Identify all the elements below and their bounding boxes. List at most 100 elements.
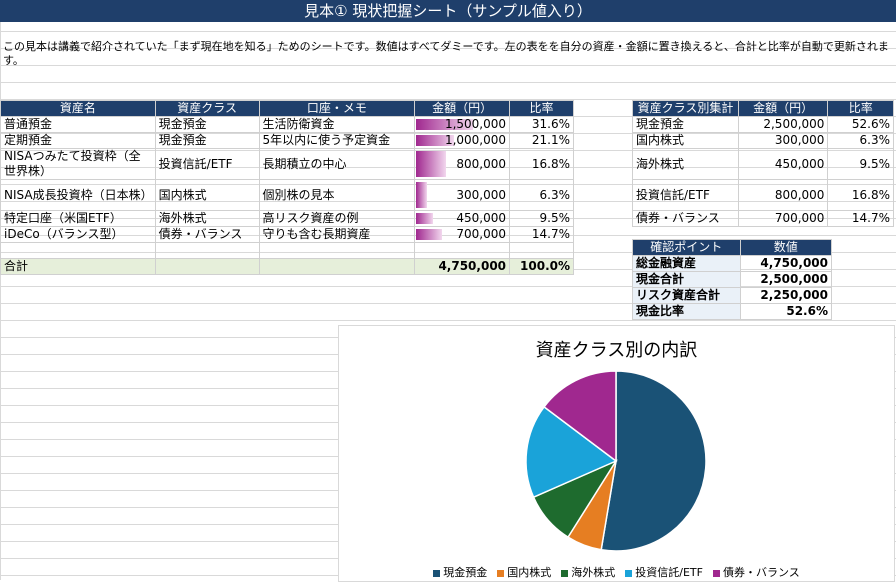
amount-value: 450,000 (456, 211, 507, 225)
asset-class-cell[interactable]: 債券・バランス (154, 226, 260, 243)
amount-data-bar (416, 182, 428, 208)
asset-name-cell[interactable]: 定期預金 (0, 132, 156, 149)
legend-swatch (561, 569, 569, 577)
ratio-cell[interactable]: 31.6% (509, 116, 574, 133)
class-name-cell[interactable]: 海外株式 (632, 148, 739, 180)
cell[interactable] (154, 242, 260, 259)
table-row: 海外株式 450,000 9.5% (632, 148, 894, 180)
legend-swatch (625, 569, 633, 577)
asset-table: 資産名 資産クラス 口座・メモ 金額（円） 比率 普通預金 現金預金 生活防衛資金 1… (0, 100, 574, 275)
amount-cell[interactable]: 450,000 (414, 210, 511, 227)
total-amount[interactable]: 4,750,000 (414, 258, 511, 275)
header-class-ratio: 比率 (827, 100, 894, 117)
class-amount-cell[interactable]: 800,000 (737, 179, 829, 211)
legend-swatch (712, 569, 720, 577)
class-ratio-cell[interactable]: 52.6% (827, 116, 894, 133)
amount-cell[interactable]: 800,000 (414, 148, 511, 180)
asset-table-header: 資産名 資産クラス 口座・メモ 金額（円） 比率 (0, 100, 574, 117)
amount-value: 1,500,000 (444, 117, 507, 131)
check-value-cell[interactable]: 2,250,000 (739, 287, 833, 304)
legend-item[interactable]: 投資信託/ETF (625, 564, 703, 580)
class-amount-cell[interactable]: 700,000 (737, 210, 829, 227)
cell[interactable] (0, 242, 156, 259)
cell[interactable] (154, 258, 260, 275)
legend-swatch (433, 569, 441, 577)
amount-value: 700,000 (456, 227, 507, 241)
check-value-cell[interactable]: 2,500,000 (739, 271, 833, 288)
asset-class-cell[interactable]: 国内株式 (154, 179, 260, 211)
check-label-cell[interactable]: 総金融資産 (632, 255, 741, 272)
class-amount-cell[interactable]: 2,500,000 (737, 116, 829, 133)
header-ratio: 比率 (509, 100, 574, 117)
cell[interactable] (258, 258, 416, 275)
cell[interactable] (414, 242, 511, 259)
memo-cell[interactable]: 長期積立の中心 (258, 148, 416, 180)
ratio-cell[interactable]: 21.1% (509, 132, 574, 149)
cell[interactable] (258, 242, 416, 259)
legend-swatch (497, 569, 505, 577)
chart-legend: 現金預金 国内株式 海外株式 投資信託/ETF 債券・バランス (339, 564, 894, 580)
legend-item[interactable]: 国内株式 (497, 564, 551, 580)
legend-item[interactable]: 現金預金 (433, 564, 487, 580)
legend-label: 債券・バランス (722, 566, 800, 579)
asset-class-cell[interactable]: 海外株式 (154, 210, 260, 227)
pie-chart-panel[interactable]: 資産クラス別の内訳 現金預金 国内株式 海外株式 投資信託/ETF 債券・バランス (338, 325, 895, 582)
check-value-cell[interactable]: 52.6% (739, 303, 833, 320)
memo-cell[interactable]: 高リスク資産の例 (258, 210, 416, 227)
ratio-cell[interactable]: 16.8% (509, 148, 574, 180)
class-ratio-cell[interactable]: 6.3% (827, 132, 894, 149)
class-name-cell[interactable]: 投資信託/ETF (632, 179, 739, 211)
ratio-cell[interactable]: 9.5% (509, 210, 574, 227)
amount-cell[interactable]: 300,000 (414, 179, 511, 211)
asset-name-cell[interactable]: NISAつみたて投資枠（全世界株） (0, 148, 156, 180)
check-value-cell[interactable]: 4,750,000 (739, 255, 833, 272)
memo-cell[interactable]: 守りも含む長期資産 (258, 226, 416, 243)
check-label-cell[interactable]: 現金比率 (632, 303, 741, 320)
class-name-cell[interactable]: 国内株式 (632, 132, 739, 149)
header-class-amount: 金額（円） (737, 100, 829, 117)
amount-cell[interactable]: 1,500,000 (414, 116, 511, 133)
total-label[interactable]: 合計 (0, 258, 156, 275)
table-row: 債券・バランス 700,000 14.7% (632, 210, 894, 227)
amount-data-bar (416, 151, 447, 177)
pie-slice-4[interactable] (543, 370, 617, 463)
ratio-cell[interactable]: 6.3% (509, 179, 574, 211)
memo-cell[interactable]: 生活防衛資金 (258, 116, 416, 133)
class-amount-cell[interactable]: 450,000 (737, 148, 829, 180)
class-ratio-cell[interactable]: 16.8% (827, 179, 894, 211)
class-name-cell[interactable]: 債券・バランス (632, 210, 739, 227)
legend-item[interactable]: 債券・バランス (712, 564, 800, 580)
memo-cell[interactable]: 5年以内に使う予定資金 (258, 132, 416, 149)
amount-data-bar (416, 119, 473, 130)
amount-value: 1,000,000 (444, 133, 507, 147)
asset-name-cell[interactable]: iDeCo（バランス型） (0, 226, 156, 243)
legend-label: 現金預金 (443, 566, 488, 579)
asset-class-cell[interactable]: 現金預金 (154, 116, 260, 133)
table-row: 現金比率 52.6% (632, 303, 833, 320)
check-label-cell[interactable]: 現金合計 (632, 271, 741, 288)
ratio-cell[interactable]: 14.7% (509, 226, 574, 243)
check-label-cell[interactable]: リスク資産合計 (632, 287, 741, 304)
class-summary-table: 資産クラス別集計 金額（円） 比率 現金預金 2,500,000 52.6% 国内株式… (632, 100, 894, 227)
class-amount-cell[interactable]: 300,000 (737, 132, 829, 149)
class-ratio-cell[interactable]: 9.5% (827, 148, 894, 180)
asset-name-cell[interactable]: NISA成長投資枠（日本株） (0, 179, 156, 211)
header-asset-class: 資産クラス (154, 100, 260, 117)
header-asset-name: 資産名 (0, 100, 156, 117)
asset-class-cell[interactable]: 現金預金 (154, 132, 260, 149)
amount-cell[interactable]: 1,000,000 (414, 132, 511, 149)
class-name-cell[interactable]: 現金預金 (632, 116, 739, 133)
cell[interactable] (509, 242, 574, 259)
amount-value: 300,000 (456, 187, 507, 202)
pie-slice-3[interactable] (525, 405, 618, 499)
table-row: 定期預金 現金預金 5年以内に使う予定資金 1,000,000 21.1% (0, 132, 574, 149)
amount-cell[interactable]: 700,000 (414, 226, 511, 243)
class-ratio-cell[interactable]: 14.7% (827, 210, 894, 227)
legend-item[interactable]: 海外株式 (561, 564, 615, 580)
asset-name-cell[interactable]: 特定口座（米国ETF） (0, 210, 156, 227)
asset-class-cell[interactable]: 投資信託/ETF (154, 148, 260, 180)
pie-slice-0[interactable] (600, 370, 707, 552)
total-ratio[interactable]: 100.0% (509, 258, 574, 275)
asset-name-cell[interactable]: 普通預金 (0, 116, 156, 133)
memo-cell[interactable]: 個別株の見本 (258, 179, 416, 211)
